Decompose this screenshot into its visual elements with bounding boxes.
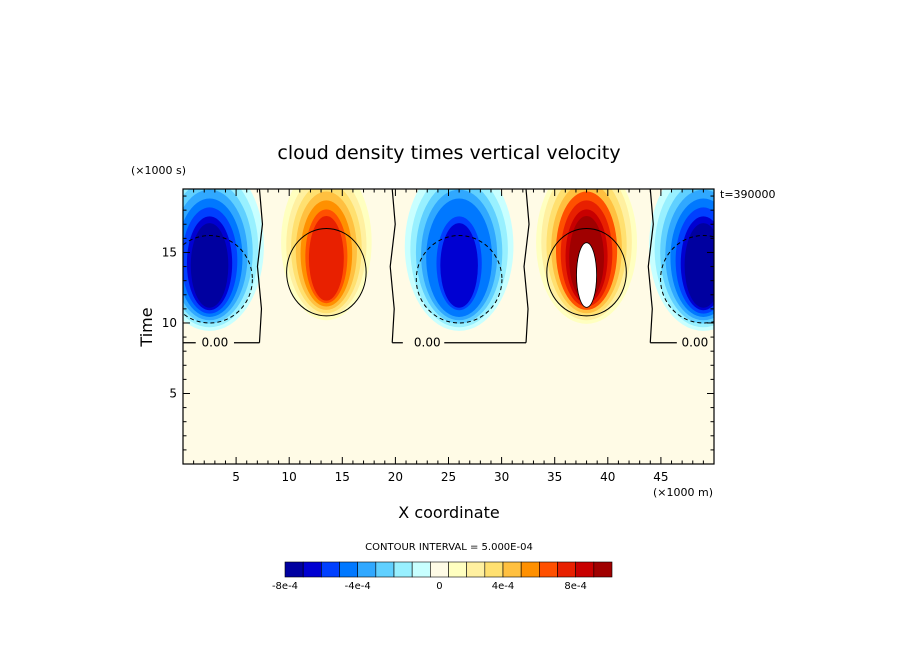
contour-band (440, 223, 478, 308)
zero-contour-line (523, 189, 530, 343)
x-tick-label: 5 (232, 470, 240, 484)
cell-positive (536, 189, 637, 324)
colorbar-swatch (484, 561, 504, 578)
contour-interval: CONTOUR INTERVAL = 5.000E-04 (365, 542, 533, 553)
colorbar-tick-label: 0 (436, 581, 442, 592)
contour-line (183, 235, 253, 324)
colorbar-swatch (302, 561, 322, 578)
contour-peak-hole (576, 242, 597, 308)
contour-cells (183, 189, 714, 331)
colorbar-swatch (284, 561, 304, 578)
y-axis: 5 10 15 (162, 195, 714, 451)
y-tick-label: 10 (162, 316, 177, 330)
contour-band (190, 223, 229, 308)
colorbar-tick-label: 8e-4 (564, 581, 587, 592)
contour-line (415, 235, 503, 324)
x-axis-label: X coordinate (398, 503, 499, 522)
x-tick-label: 35 (547, 470, 562, 484)
y-unit-label: (×1000 s) (131, 164, 186, 177)
x-tick-label: 20 (388, 470, 403, 484)
colorbar-tick-label: -8e-4 (272, 581, 298, 592)
y-tick-label: 15 (162, 245, 177, 259)
colorbar-swatch (557, 561, 576, 578)
x-unit-label: (×1000 m) (653, 486, 713, 499)
x-tick-label: 15 (335, 470, 350, 484)
colorbar-tick-label: 4e-4 (492, 581, 515, 592)
colorbar-swatch (575, 561, 595, 578)
time-stamp: t=390000 (720, 188, 776, 201)
zero-contour: 0.00 0.00 0.00 (183, 189, 708, 350)
colorbar-swatch (339, 561, 358, 578)
colorbar-swatch (466, 561, 486, 578)
x-tick-label: 10 (282, 470, 297, 484)
zero-contour-line (389, 189, 396, 343)
colorbar-swatch (593, 561, 613, 578)
y-tick-label: 5 (169, 386, 177, 400)
colorbar-swatch (357, 561, 377, 578)
colorbar-swatch (321, 561, 340, 578)
x-tick-label: 45 (653, 470, 668, 484)
colorbar-swatch (520, 561, 540, 578)
colorbar-swatch (539, 561, 558, 578)
cell-negative (183, 189, 264, 331)
contour-band (684, 223, 714, 308)
cell-negative (404, 189, 514, 331)
cell-negative (649, 189, 714, 331)
colorbar: -8e-4 -4e-4 0 4e-4 8e-4 (272, 561, 613, 592)
contour-line (660, 235, 714, 324)
contour-line (286, 227, 367, 317)
zero-contour-line (256, 189, 264, 343)
x-tick-label: 40 (600, 470, 615, 484)
x-tick-label: 25 (441, 470, 456, 484)
contour-label: 0.00 (202, 336, 229, 350)
plot-area: 0.00 0.00 0.00 (183, 189, 714, 464)
contour-band (308, 216, 344, 301)
colorbar-swatch (411, 561, 431, 578)
contour-line (546, 227, 627, 317)
colorbar-swatch (375, 561, 395, 578)
zero-contour-line (647, 189, 654, 343)
colorbar-swatch (502, 561, 522, 578)
colorbar-swatch (448, 561, 467, 578)
chart-title: cloud density times vertical velocity (277, 142, 620, 164)
x-tick-label: 30 (494, 470, 509, 484)
y-axis-label: Time (137, 307, 156, 347)
colorbar-swatch (430, 561, 449, 578)
contour-label: 0.00 (682, 336, 709, 350)
contour-label: 0.00 (414, 336, 441, 350)
x-axis: 5 10 15 20 25 30 35 40 45 (193, 189, 704, 484)
colorbar-tick-label: -4e-4 (345, 581, 371, 592)
cell-positive (275, 189, 377, 324)
colorbar-swatch (393, 561, 413, 578)
